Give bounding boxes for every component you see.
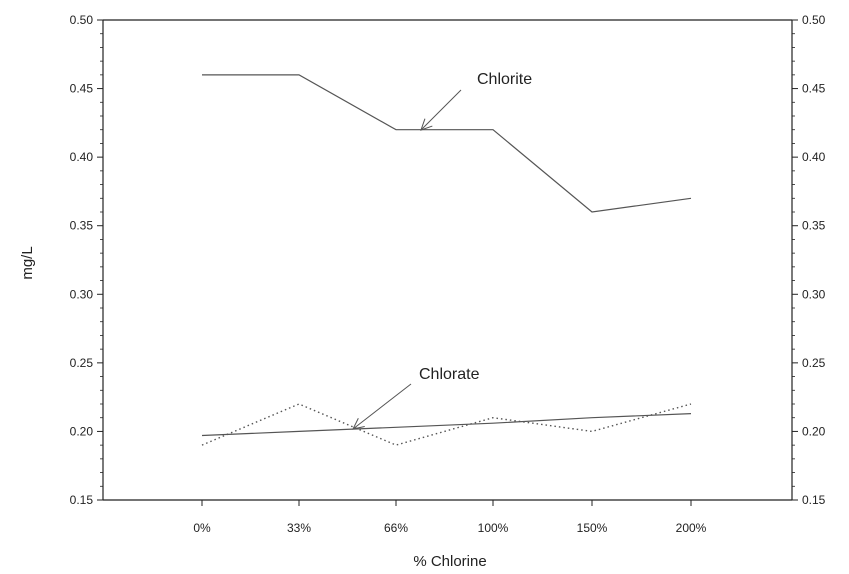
y-tick-label-right: 0.35 [802,219,826,233]
series-layer [201,74,692,446]
x-tick-label: 200% [676,521,707,535]
x-tick-label: 66% [384,521,408,535]
y-tick-label-left: 0.30 [70,287,94,301]
series-line-chlorate [201,403,692,446]
x-tick-label: 0% [193,521,211,535]
y-tick-label-right: 0.45 [802,82,826,96]
y-tick-label-left: 0.40 [70,150,94,164]
y-tick-label-right: 0.50 [802,13,826,27]
y-tick-label-left: 0.35 [70,219,94,233]
y-tick-label-left: 0.25 [70,356,94,370]
y-tick-label-right: 0.15 [802,493,826,507]
series-line-chlorite [202,74,692,213]
y-tick-label-right: 0.20 [802,424,826,438]
y-tick-label-right: 0.30 [802,287,826,301]
x-axis: 0% 33% 66% 100% 150% 200% [193,500,707,535]
y-tick-label-left: 0.20 [70,424,94,438]
annotation-arrow-chlorate-head [352,418,365,430]
x-axis-title: % Chlorine [413,553,486,570]
annotations-layer: Chlorite Chlorate [352,71,532,430]
annotation-chlorite: Chlorite [477,71,532,88]
y-tick-label-left: 0.50 [70,13,94,27]
x-tick-label: 33% [287,521,311,535]
x-tick-label: 150% [577,521,608,535]
y-tick-label-left: 0.15 [70,493,94,507]
y-axis-left: 0.15 0.20 0.25 0.30 0.35 0.40 0.45 0.50 [70,13,103,507]
x-tick-label: 100% [478,521,509,535]
y-axis-right: 0.15 0.20 0.25 0.30 0.35 0.40 0.45 0.50 [792,13,826,507]
annotation-arrow-chlorate [352,383,412,430]
annotation-arrow-chlorite-head [420,118,433,131]
plot-frame [102,19,793,501]
y-axis-title: mg/L [19,246,36,279]
annotation-chlorate: Chlorate [419,366,480,383]
y-tick-label-right: 0.25 [802,356,826,370]
series-line-trend [201,413,692,437]
y-tick-label-right: 0.40 [802,150,826,164]
annotation-arrow-chlorite [420,89,462,131]
y-tick-label-left: 0.45 [70,82,94,96]
